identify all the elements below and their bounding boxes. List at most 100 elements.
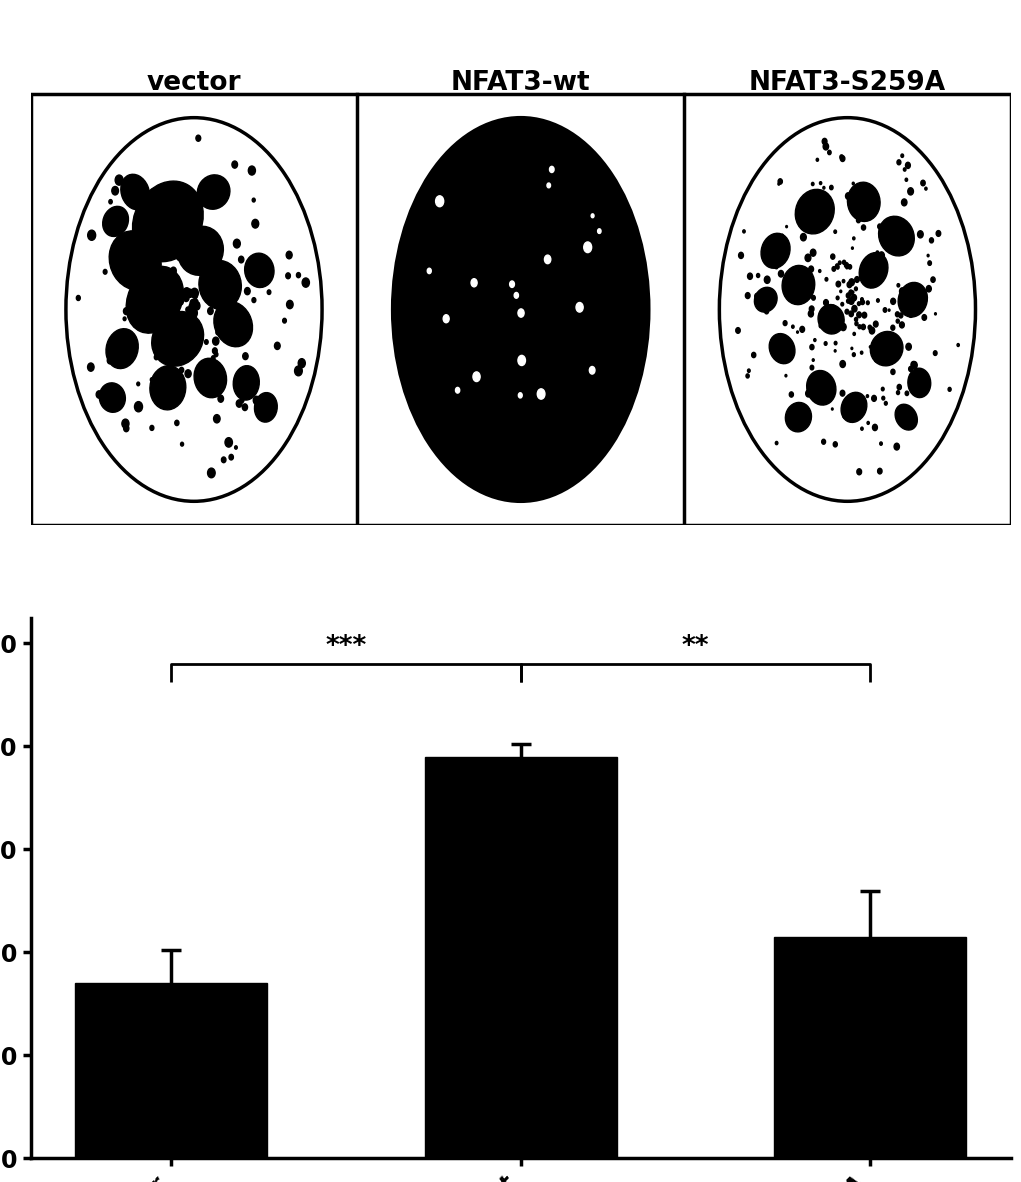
Ellipse shape [810,278,813,281]
Ellipse shape [848,290,853,296]
Text: A431: A431 [0,272,4,348]
Ellipse shape [853,352,856,357]
Ellipse shape [823,143,829,150]
Ellipse shape [809,266,814,272]
Ellipse shape [834,342,837,345]
Ellipse shape [205,183,209,188]
Ellipse shape [781,234,783,236]
Ellipse shape [840,156,844,162]
Ellipse shape [898,282,927,317]
Ellipse shape [857,217,861,222]
Ellipse shape [847,281,852,287]
Ellipse shape [836,266,839,269]
Ellipse shape [185,370,191,377]
Ellipse shape [192,309,195,312]
Ellipse shape [234,239,240,248]
Ellipse shape [180,368,184,372]
Ellipse shape [857,212,858,214]
Ellipse shape [870,331,903,366]
Ellipse shape [807,370,836,405]
Ellipse shape [893,245,896,248]
Ellipse shape [212,280,217,287]
Ellipse shape [213,301,252,346]
Ellipse shape [811,249,816,256]
Ellipse shape [835,316,839,320]
Ellipse shape [908,368,931,397]
Ellipse shape [850,348,853,350]
Ellipse shape [194,358,227,397]
Ellipse shape [591,214,594,217]
Ellipse shape [820,182,822,184]
Ellipse shape [855,287,858,291]
Ellipse shape [199,260,241,310]
Ellipse shape [927,254,929,256]
Ellipse shape [842,411,848,418]
Ellipse shape [848,300,852,304]
Ellipse shape [207,269,213,277]
Ellipse shape [113,343,119,350]
Ellipse shape [855,277,860,282]
Ellipse shape [96,391,102,398]
Ellipse shape [869,327,875,335]
Bar [774,937,966,1158]
Ellipse shape [847,182,880,221]
Text: vector: vector [147,70,241,96]
Ellipse shape [806,254,811,261]
Ellipse shape [840,155,843,160]
Ellipse shape [908,188,914,195]
Ellipse shape [252,220,258,228]
Ellipse shape [166,274,174,284]
Ellipse shape [179,330,185,338]
Ellipse shape [196,135,201,142]
Ellipse shape [783,320,787,325]
Ellipse shape [870,274,872,277]
Ellipse shape [124,307,129,314]
Ellipse shape [298,358,305,368]
Ellipse shape [738,252,743,259]
Ellipse shape [816,158,819,161]
Ellipse shape [852,247,854,249]
Ellipse shape [822,138,827,144]
Ellipse shape [181,442,184,446]
Ellipse shape [900,288,905,294]
Ellipse shape [799,326,805,332]
Ellipse shape [286,252,292,259]
Ellipse shape [747,369,750,372]
Ellipse shape [890,298,895,305]
Ellipse shape [183,287,191,298]
Ellipse shape [936,230,940,236]
Ellipse shape [861,300,865,305]
Ellipse shape [547,183,550,188]
Ellipse shape [841,303,843,306]
Ellipse shape [189,307,197,318]
Ellipse shape [870,345,871,348]
Ellipse shape [104,401,107,405]
Ellipse shape [139,228,145,235]
Ellipse shape [107,357,112,364]
Text: NFAT3-S259A: NFAT3-S259A [748,70,946,96]
Ellipse shape [896,319,900,323]
Ellipse shape [746,374,749,378]
Ellipse shape [848,298,854,304]
Ellipse shape [888,309,890,311]
Ellipse shape [846,267,847,268]
Ellipse shape [906,343,912,350]
Ellipse shape [848,265,852,269]
Ellipse shape [806,390,812,397]
Ellipse shape [208,200,211,204]
Ellipse shape [922,314,926,320]
Ellipse shape [823,187,825,189]
Ellipse shape [865,191,868,195]
Ellipse shape [436,196,444,207]
Ellipse shape [163,223,171,232]
Ellipse shape [211,356,215,361]
Ellipse shape [925,187,927,190]
Ellipse shape [875,358,877,362]
Ellipse shape [844,262,848,268]
Ellipse shape [177,326,180,330]
Ellipse shape [828,150,831,155]
Ellipse shape [182,288,189,298]
Ellipse shape [250,277,256,284]
Ellipse shape [736,327,740,333]
Ellipse shape [88,363,94,371]
